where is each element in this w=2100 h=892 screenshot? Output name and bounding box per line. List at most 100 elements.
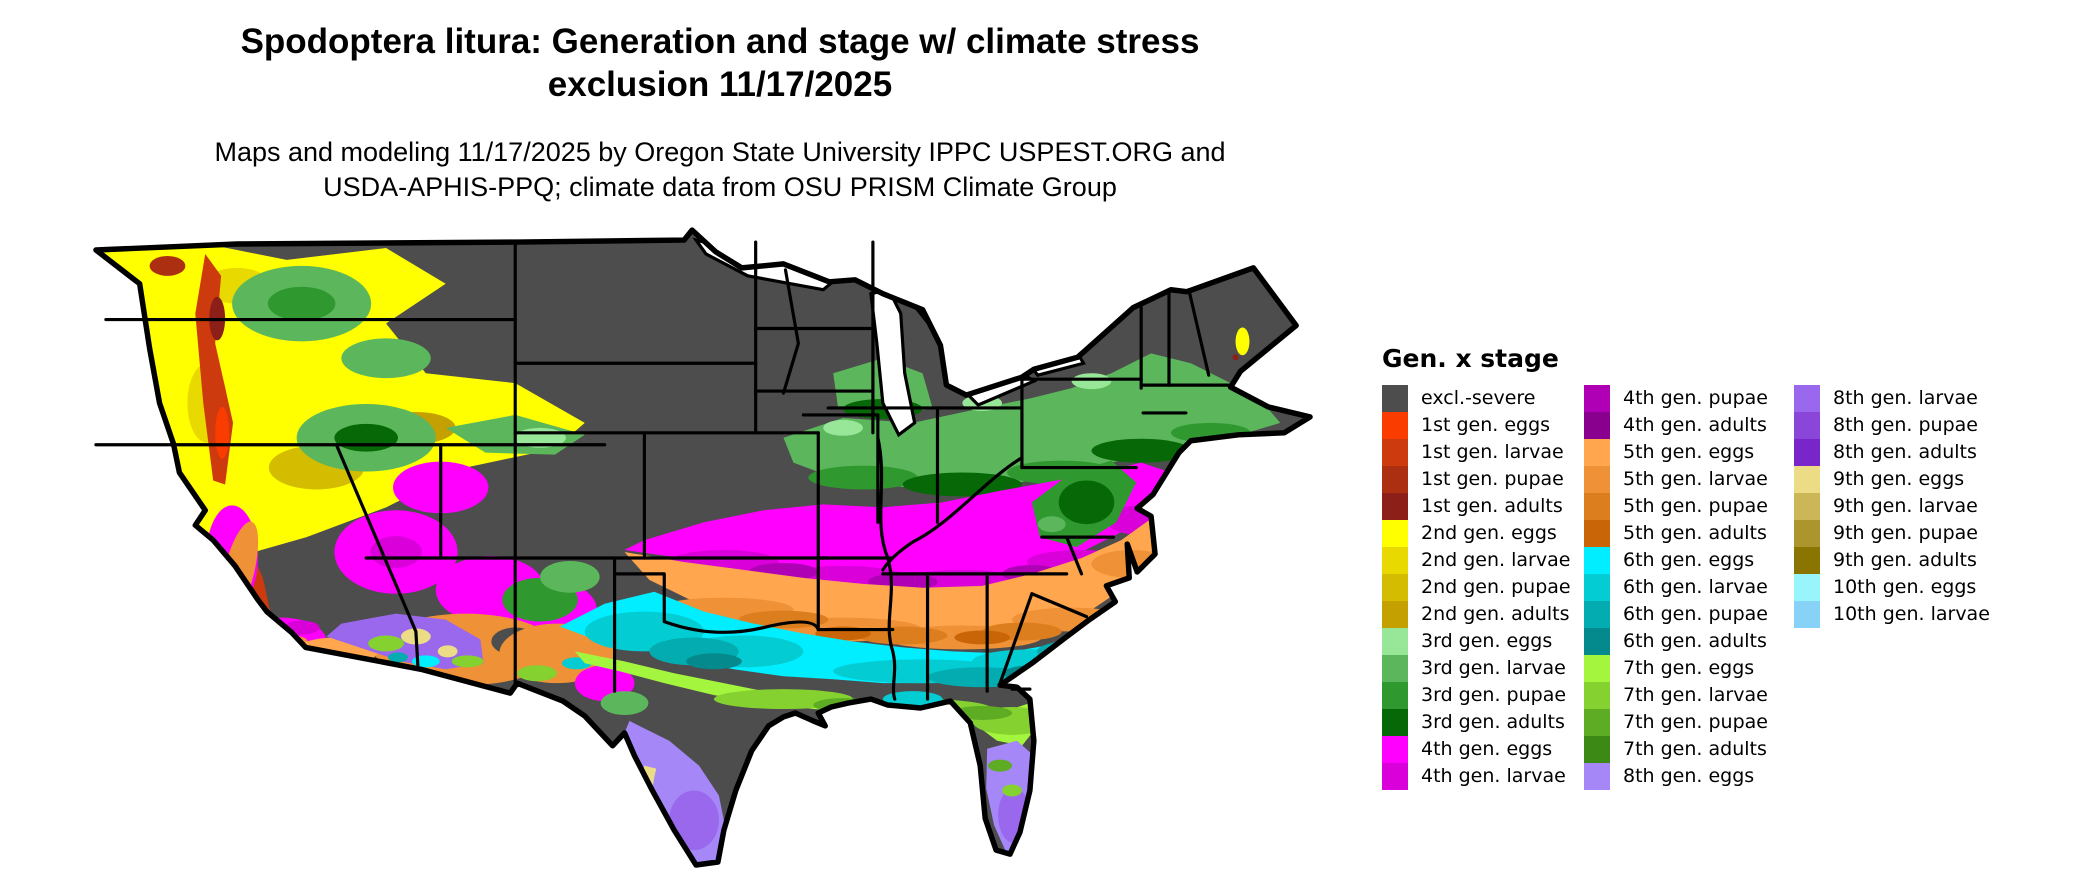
region-7th-pupae-fl: [988, 759, 1012, 772]
legend-column-3: 8th gen. larvae 8th gen. pupae 8th gen. ad…: [1794, 385, 2074, 628]
legend-item-g6_pupae: 6th gen. pupae: [1584, 601, 1794, 628]
legend-item-g2_pupae: 2nd gen. pupae: [1382, 574, 1584, 601]
legend-item-g5_pupae: 5th gen. pupae: [1584, 493, 1794, 520]
region-2nd-gen-mainecoast: [1235, 327, 1250, 356]
region-4th-gen-band: [624, 462, 1179, 584]
legend-label-g4_larvae: 4th gen. larvae: [1421, 765, 1566, 787]
legend-swatch-g7_pupae: [1584, 709, 1610, 736]
legend-item-g4_adults: 4th gen. adults: [1584, 412, 1794, 439]
legend-swatch-g1_pupae: [1382, 466, 1408, 493]
legend-item-g1_pupae: 1st gen. pupae: [1382, 466, 1584, 493]
legend-item-g6_adults: 6th gen. adults: [1584, 628, 1794, 655]
legend-item-g9_pupae: 9th gen. pupae: [1794, 520, 2074, 547]
legend-swatch-g6_pupae: [1584, 601, 1610, 628]
legend-swatch-g5_eggs: [1584, 439, 1610, 466]
region-5th-pupae-band1: [738, 610, 829, 629]
legend-label-g3_larvae: 3rd gen. larvae: [1421, 657, 1566, 679]
legend-label-g3_adults: 3rd gen. adults: [1421, 711, 1565, 733]
map-fill-regions: [95, 230, 1311, 871]
legend-label-g2_adults: 2nd gen. adults: [1421, 603, 1570, 625]
legend-label-g3_eggs: 3rd gen. eggs: [1421, 630, 1553, 652]
region-3rd-eggs-dot3: [1071, 373, 1112, 390]
legend-swatch-g8_pupae: [1794, 412, 1820, 439]
legend-label-g7_pupae: 7th gen. pupae: [1623, 711, 1768, 733]
legend-item-g7_adults: 7th gen. adults: [1584, 736, 1794, 763]
legend-swatch-g8_larvae: [1794, 385, 1820, 412]
legend-label-g9_eggs: 9th gen. eggs: [1833, 468, 1965, 490]
legend-label-g6_larvae: 6th gen. larvae: [1623, 576, 1768, 598]
region-3rd-adults-band2: [1091, 438, 1191, 463]
legend-label-g3_pupae: 3rd gen. pupae: [1421, 684, 1567, 706]
legend-swatch-g6_adults: [1584, 628, 1610, 655]
region-5th-adults-band2: [954, 630, 1011, 645]
legend-item-g3_pupae: 3rd gen. pupae: [1382, 682, 1584, 709]
region-3rd-gen-band: [783, 353, 1281, 491]
legend-label-g5_larvae: 5th gen. larvae: [1623, 468, 1768, 490]
legend-item-g9_eggs: 9th gen. eggs: [1794, 466, 2074, 493]
legend-item-g9_adults: 9th gen. adults: [1794, 547, 2074, 574]
legend-swatch-g4_pupae: [1584, 385, 1610, 412]
legend-swatch-g3_adults: [1382, 709, 1408, 736]
legend-label-g2_eggs: 2nd gen. eggs: [1421, 522, 1557, 544]
legend-title: Gen. x stage: [1382, 344, 1559, 373]
region-7th-gen-band: [574, 651, 1052, 746]
legend-label-g7_larvae: 7th gen. larvae: [1623, 684, 1768, 706]
legend-item-g8_larvae: 8th gen. larvae: [1794, 385, 2074, 412]
legend-item-g10_eggs: 10th gen. eggs: [1794, 574, 2074, 601]
region-7th-gen-riogrande: [517, 665, 557, 682]
legend-swatch-g8_adults: [1794, 439, 1820, 466]
legend-item-g2_adults: 2nd gen. adults: [1382, 601, 1584, 628]
legend-swatch-g9_eggs: [1794, 466, 1820, 493]
legend-label-g1_larvae: 1st gen. larvae: [1421, 441, 1564, 463]
title-block: Spodoptera litura: Generation and stage …: [160, 20, 1280, 206]
legend-item-g2_larvae: 2nd gen. larvae: [1382, 547, 1584, 574]
legend-label-g6_adults: 6th gen. adults: [1623, 630, 1767, 652]
legend-label-g9_pupae: 9th gen. pupae: [1833, 522, 1978, 544]
us-map-svg: [93, 227, 1313, 871]
region-7th-gen-desert2: [451, 655, 484, 668]
region-1st-eggs-cascades: [215, 406, 230, 459]
legend-label-g2_pupae: 2nd gen. pupae: [1421, 576, 1571, 598]
legend-item-g9_larvae: 9th gen. larvae: [1794, 493, 2074, 520]
legend-column-1: excl.-severe 1st gen. eggs 1st gen. larvae…: [1382, 385, 1584, 790]
legend-swatch-g1_larvae: [1382, 439, 1408, 466]
region-9th-eggs-desert2: [437, 645, 458, 658]
region-4th-larvae-nv: [370, 536, 422, 568]
legend-item-g8_eggs: 8th gen. eggs: [1584, 763, 1794, 790]
region-3rd-gen-bigbend: [600, 691, 649, 715]
legend-label-g4_pupae: 4th gen. pupae: [1623, 387, 1768, 409]
region-3rd-gen-nmmtn: [540, 560, 600, 593]
legend-item-g5_eggs: 5th gen. eggs: [1584, 439, 1794, 466]
legend-item-g2_eggs: 2nd gen. eggs: [1382, 520, 1584, 547]
legend-swatch-g2_pupae: [1382, 574, 1408, 601]
legend-item-g6_larvae: 6th gen. larvae: [1584, 574, 1794, 601]
legend-swatch-g3_eggs: [1382, 628, 1408, 655]
legend-swatch-g8_eggs: [1584, 763, 1610, 790]
legend-label-g8_adults: 8th gen. adults: [1833, 441, 1977, 463]
legend-label-g8_eggs: 8th gen. eggs: [1623, 765, 1755, 787]
region-channel-island2: [268, 641, 279, 648]
legend-swatch-excl_severe: [1382, 385, 1408, 412]
legend-item-g5_adults: 5th gen. adults: [1584, 520, 1794, 547]
legend-label-g4_adults: 4th gen. adults: [1623, 414, 1767, 436]
region-3rd-pupae-wa: [267, 286, 336, 321]
legend-item-g10_larvae: 10th gen. larvae: [1794, 601, 2074, 628]
legend-swatch-g5_adults: [1584, 520, 1610, 547]
region-3rd-eggs-dot1: [823, 419, 863, 436]
legend-swatch-g9_larvae: [1794, 493, 1820, 520]
subtitle-line2: USDA-APHIS-PPQ; climate data from OSU PR…: [323, 172, 1117, 203]
legend-label-g2_larvae: 2nd gen. larvae: [1421, 549, 1571, 571]
legend-label-g5_adults: 5th gen. adults: [1623, 522, 1767, 544]
legend-label-g7_adults: 7th gen. adults: [1623, 738, 1767, 760]
legend-swatch-g2_eggs: [1382, 520, 1408, 547]
legend-label-g5_eggs: 5th gen. eggs: [1623, 441, 1755, 463]
legend-item-g4_pupae: 4th gen. pupae: [1584, 385, 1794, 412]
legend-swatch-g4_eggs: [1382, 736, 1408, 763]
legend-item-g1_adults: 1st gen. adults: [1382, 493, 1584, 520]
legend-label-g1_pupae: 1st gen. pupae: [1421, 468, 1564, 490]
legend-swatch-g4_larvae: [1382, 763, 1408, 790]
region-9th-eggs-keys1: [981, 865, 993, 871]
us-generation-stage-map: [88, 224, 1320, 890]
legend-item-g5_larvae: 5th gen. larvae: [1584, 466, 1794, 493]
